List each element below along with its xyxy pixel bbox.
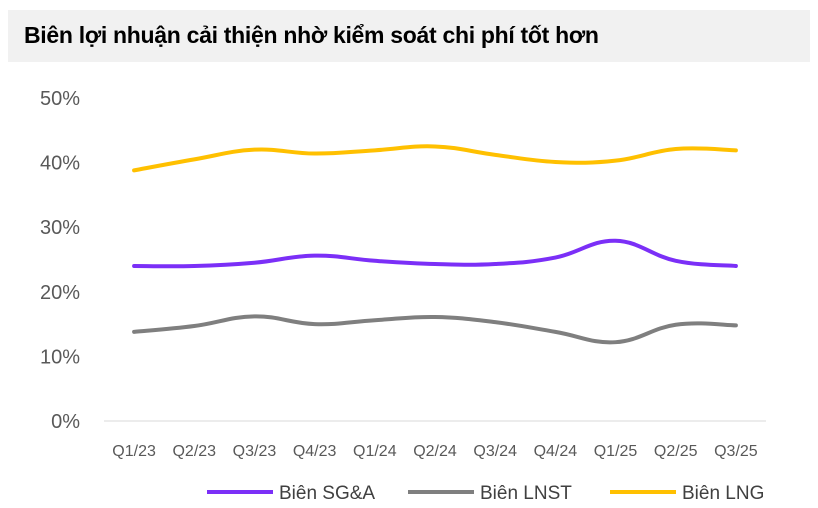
series-lines [132, 144, 738, 345]
x-axis-ticks: Q1/23 Q2/23 Q3/23 Q4/23 Q1/24 Q2/24 Q3/24 Q4/24… [112, 443, 758, 460]
x-tick-label: Q4/24 [534, 443, 578, 460]
y-axis-ticks: 0% 10% 20% 30% 40% 50% [40, 88, 80, 433]
y-tick-label: 40% [40, 153, 80, 175]
x-tick-label: Q2/23 [172, 443, 216, 460]
x-tick-label: Q1/25 [594, 443, 638, 460]
x-tick-label: Q3/25 [714, 443, 758, 460]
legend-label: Biên SG&A [279, 483, 375, 504]
y-tick-label: 0% [51, 411, 80, 433]
x-tick-label: Q4/23 [293, 443, 337, 460]
x-tick-label: Q1/24 [353, 443, 397, 460]
series-line-1 [132, 238, 738, 269]
y-tick-label: 10% [40, 346, 80, 368]
y-tick-label: 20% [40, 282, 80, 304]
x-tick-label: Q1/23 [112, 443, 156, 460]
x-tick-label: Q2/25 [654, 443, 698, 460]
legend-label: Biên LNST [480, 483, 572, 504]
legend: Biên SG&A Biên LNST Biên LNG [207, 483, 764, 504]
legend-label: Biên LNG [682, 483, 764, 504]
y-tick-label: 50% [40, 88, 80, 110]
chart-title: Biên lợi nhuận cải thiện nhờ kiểm soát c… [24, 22, 599, 48]
x-tick-label: Q3/24 [473, 443, 517, 460]
x-tick-label: Q3/23 [233, 443, 277, 460]
series-line-2 [132, 314, 738, 345]
x-tick-label: Q2/24 [413, 443, 457, 460]
title-bar: Biên lợi nhuận cải thiện nhờ kiểm soát c… [8, 10, 810, 62]
y-tick-label: 30% [40, 217, 80, 239]
series-line-3 [132, 144, 738, 173]
